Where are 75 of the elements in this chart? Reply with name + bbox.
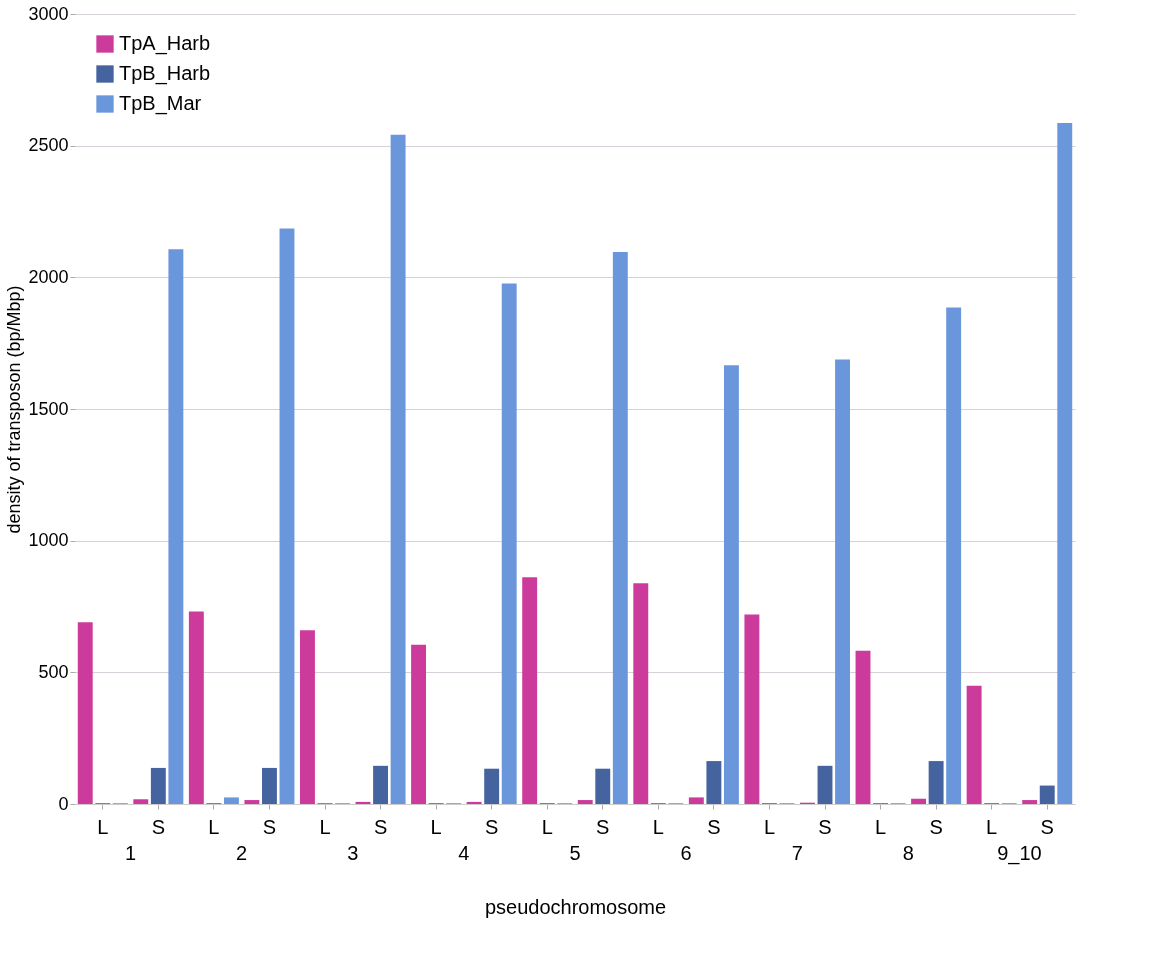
bar bbox=[188, 611, 204, 804]
bar bbox=[373, 765, 389, 804]
x-tick-label: S bbox=[262, 815, 277, 838]
y-tick-label: 2000 bbox=[28, 266, 69, 287]
x-tick-label: S bbox=[596, 815, 610, 838]
bar bbox=[411, 644, 427, 804]
bar bbox=[633, 583, 649, 804]
bar bbox=[522, 577, 538, 804]
bar bbox=[501, 283, 517, 804]
y-tick-label: 0 bbox=[58, 793, 69, 814]
bar bbox=[817, 765, 833, 804]
bar bbox=[261, 767, 277, 804]
x-axis-title: pseudochromosome bbox=[484, 895, 667, 918]
bar bbox=[946, 307, 962, 804]
bar bbox=[1057, 123, 1073, 804]
text: 4 bbox=[458, 842, 470, 864]
x-tick-label: S bbox=[1040, 815, 1054, 838]
bar bbox=[928, 761, 944, 804]
bar bbox=[706, 761, 722, 804]
bar bbox=[595, 768, 611, 804]
text: 3 bbox=[347, 842, 359, 864]
text: 7 bbox=[791, 842, 803, 864]
bar bbox=[168, 249, 184, 804]
x-tick-label: L bbox=[986, 815, 998, 838]
bar bbox=[744, 614, 760, 804]
bar bbox=[133, 799, 149, 804]
text: 2 bbox=[236, 842, 248, 864]
bar bbox=[484, 768, 500, 804]
bar bbox=[279, 228, 295, 804]
text: 6 bbox=[680, 842, 692, 864]
bar bbox=[612, 252, 628, 804]
bar bbox=[244, 800, 260, 804]
y-tick-label: 500 bbox=[38, 661, 69, 682]
bar bbox=[390, 134, 406, 804]
y-tick-label: 3000 bbox=[28, 3, 69, 24]
y-axis-title: density of transposon (bp/Mbp) bbox=[4, 285, 25, 534]
bar bbox=[355, 801, 371, 804]
x-tick-label: S bbox=[484, 815, 499, 838]
x-tick-label: L bbox=[541, 815, 553, 838]
text: 5 bbox=[569, 842, 581, 864]
x-tick-label: L bbox=[763, 815, 776, 838]
x-tick-label: L bbox=[652, 815, 664, 838]
text: 8 bbox=[902, 842, 914, 864]
x-tick-label: L bbox=[430, 815, 442, 838]
bar bbox=[1039, 785, 1055, 804]
bar bbox=[911, 798, 927, 804]
x-tick-label: L bbox=[208, 815, 220, 838]
x-tick-label: S bbox=[929, 815, 943, 838]
bar bbox=[723, 365, 739, 804]
x-tick-label: L bbox=[97, 815, 109, 838]
bar bbox=[855, 650, 871, 804]
legend-label: TpB_Harb bbox=[119, 62, 211, 85]
y-tick-label: 1000 bbox=[28, 530, 69, 551]
text: 9_10 bbox=[997, 842, 1042, 865]
bar bbox=[966, 685, 982, 804]
x-tick-label: S bbox=[818, 815, 832, 838]
x-tick-label: S bbox=[707, 815, 721, 838]
bar bbox=[835, 359, 850, 804]
bar bbox=[300, 630, 315, 804]
y-tick-label: 2500 bbox=[28, 135, 69, 156]
y-tick-label: 1500 bbox=[28, 398, 69, 419]
bar bbox=[223, 797, 239, 804]
bar bbox=[466, 801, 482, 804]
x-tick-label: S bbox=[151, 815, 166, 838]
bar bbox=[1022, 800, 1038, 804]
x-tick-label: L bbox=[874, 815, 887, 838]
x-tick-label: S bbox=[373, 815, 388, 838]
bar bbox=[577, 800, 593, 804]
bar bbox=[77, 622, 93, 804]
legend-label: TpB_Mar bbox=[119, 92, 202, 115]
x-tick-label: L bbox=[319, 815, 331, 838]
legend-label: TpA_Harb bbox=[119, 32, 211, 55]
text: 1 bbox=[124, 842, 137, 864]
bar bbox=[688, 797, 704, 804]
bar bbox=[150, 767, 166, 804]
